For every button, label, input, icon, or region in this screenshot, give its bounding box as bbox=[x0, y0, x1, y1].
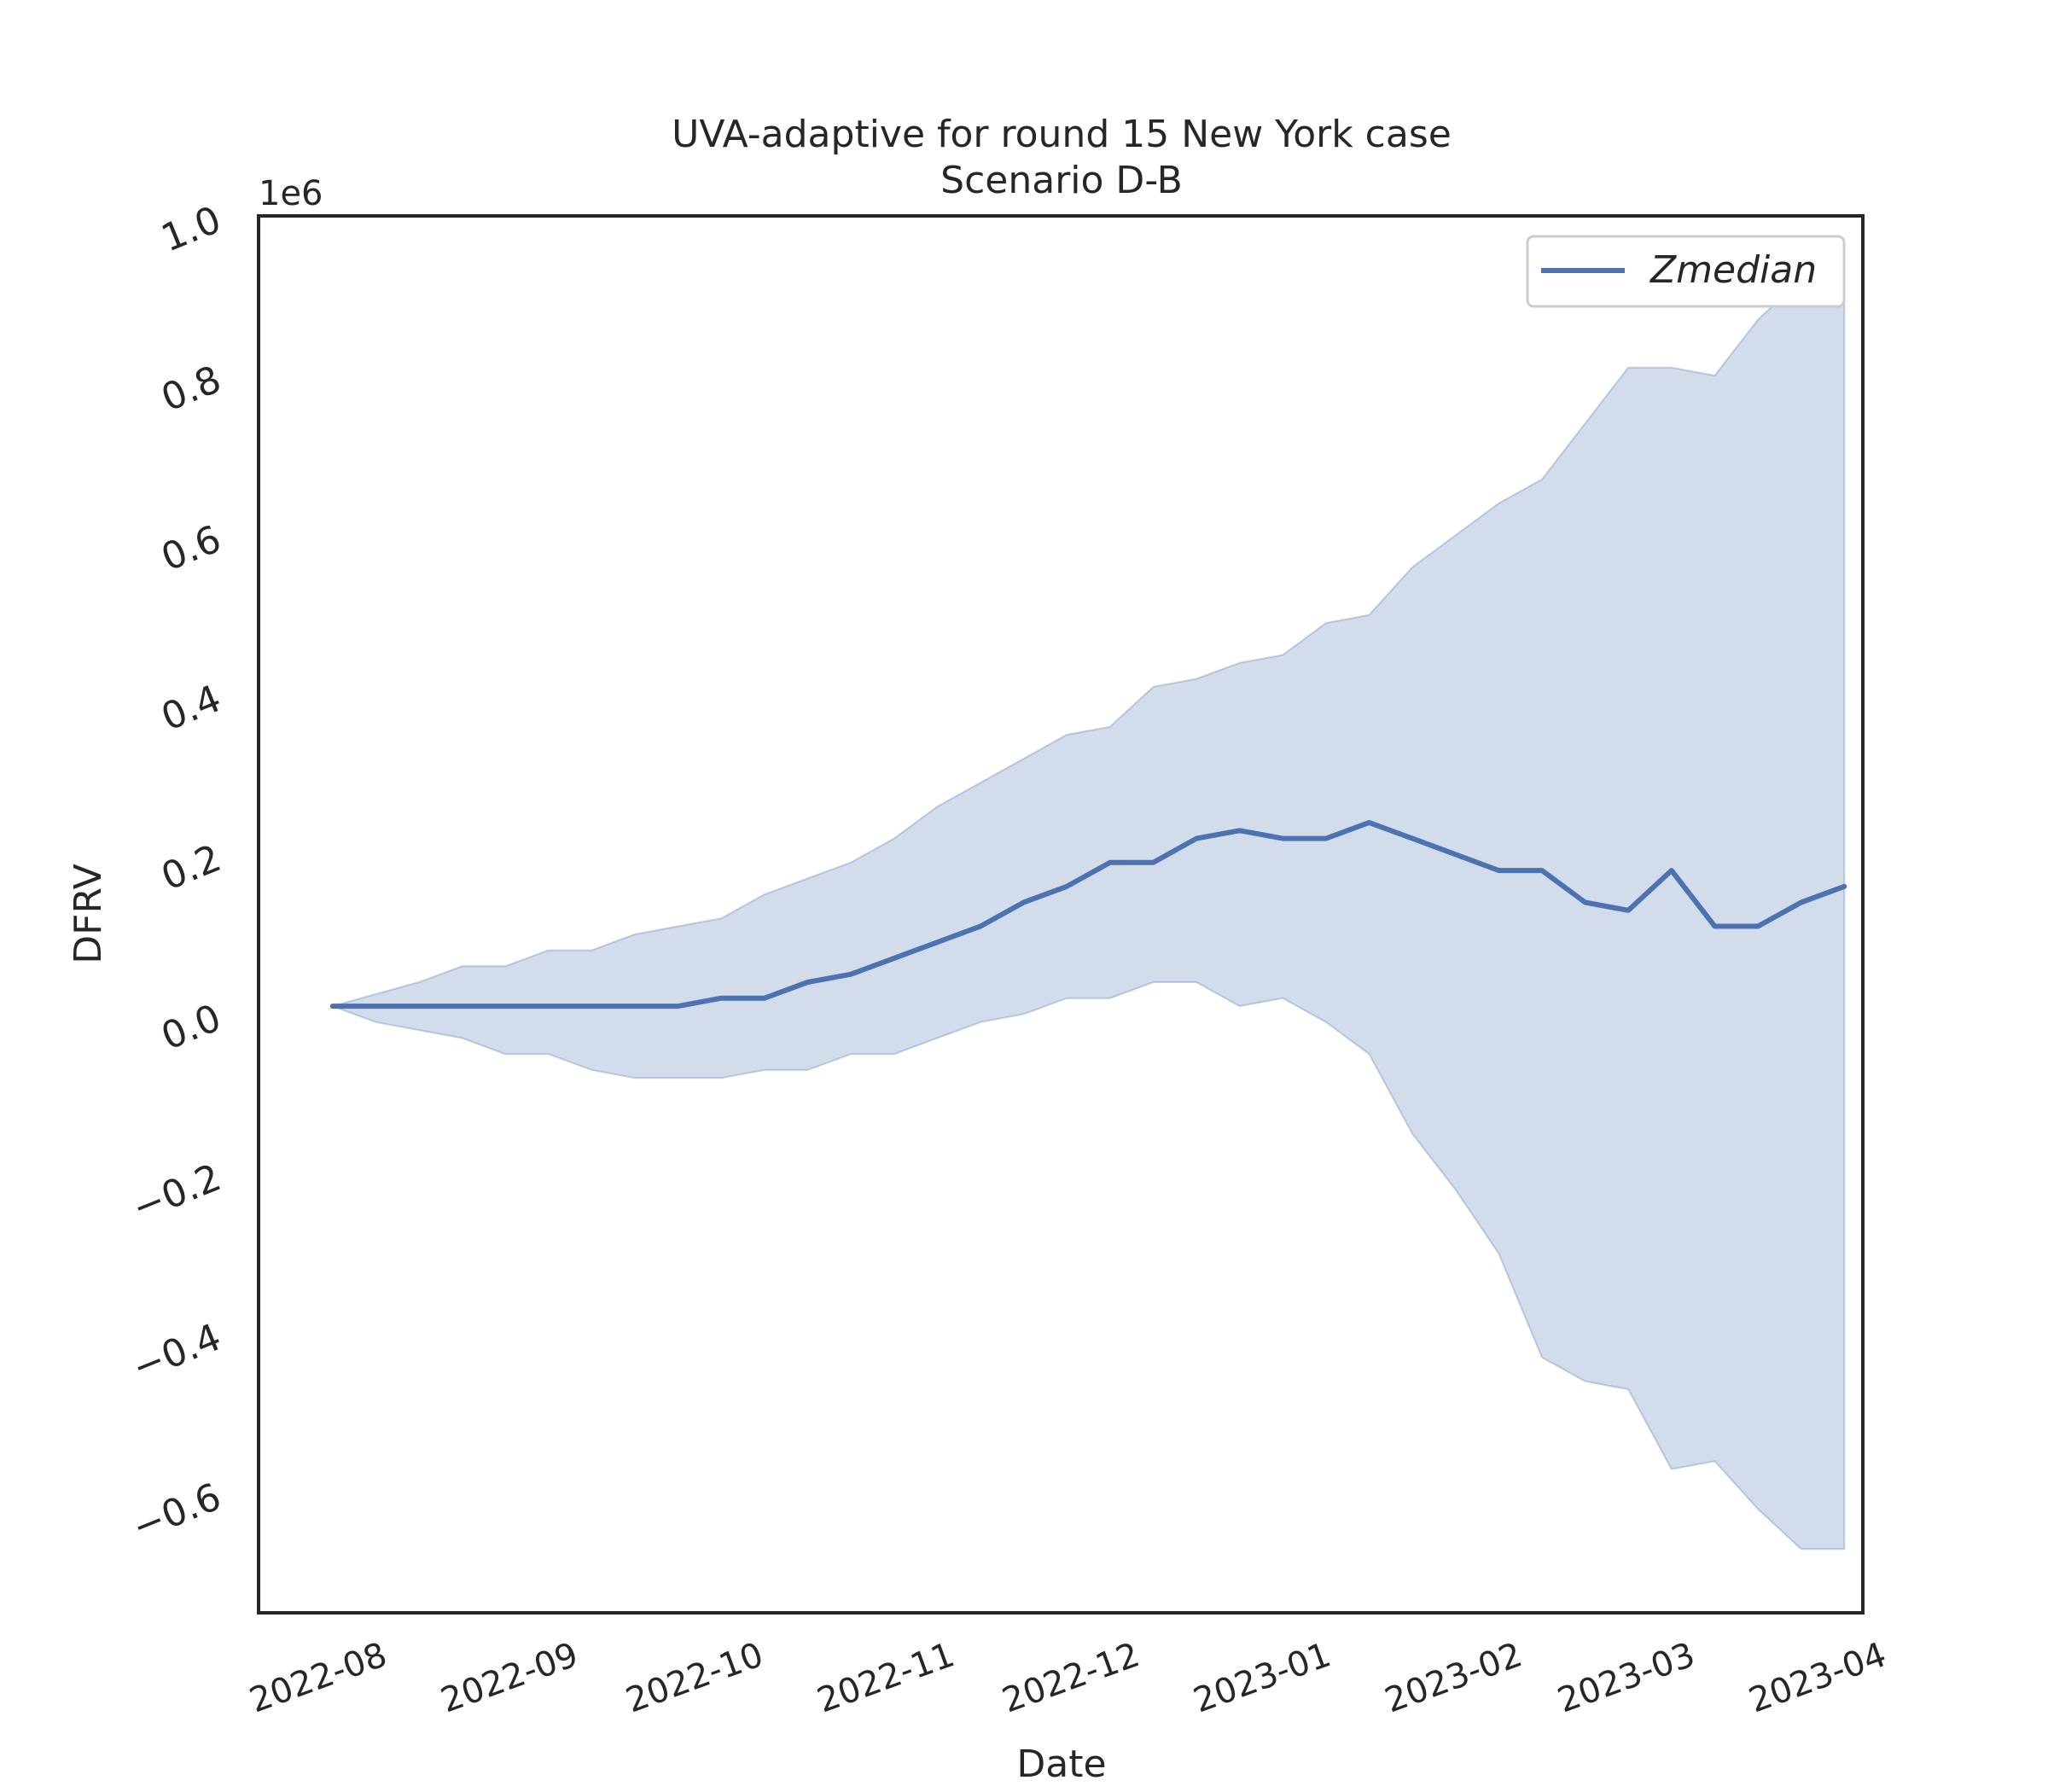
series-line-layer bbox=[329, 819, 1847, 1009]
x-tick-label: 2022-10 bbox=[621, 1635, 769, 1720]
y-tick-label: −0.4 bbox=[126, 1316, 227, 1390]
legend: Zmedian bbox=[1526, 235, 1846, 308]
y-offset-label: 1e6 bbox=[259, 174, 323, 213]
y-tick-label: 0.2 bbox=[155, 836, 227, 899]
x-axis: 2022-08 2022-09 2022-10 2022-11 2022-12 2023-… bbox=[245, 1635, 1892, 1720]
chart-title: UVA-adaptive for round 15 New York case bbox=[672, 113, 1452, 156]
y-tick-label: 0.4 bbox=[155, 677, 227, 740]
confidence-band bbox=[329, 254, 1846, 1551]
y-tick-label: 0.8 bbox=[155, 358, 227, 421]
x-tick-label: 2023-03 bbox=[1552, 1635, 1700, 1720]
x-tick-label: 2022-08 bbox=[245, 1635, 393, 1720]
series-line-zmedian bbox=[329, 819, 1847, 1009]
y-tick-label: 0.6 bbox=[155, 517, 227, 580]
y-tick-label: −0.6 bbox=[126, 1475, 227, 1550]
x-tick-label: 2022-09 bbox=[436, 1635, 584, 1720]
x-tick-label: 2022-11 bbox=[812, 1635, 960, 1720]
y-tick-label: 0.0 bbox=[155, 996, 227, 1059]
y-tick-label: 1.0 bbox=[155, 198, 227, 261]
plot-frame bbox=[257, 214, 1865, 1615]
x-axis-label: Date bbox=[1016, 1743, 1106, 1786]
y-axis: −0.6 −0.4 −0.2 0.0 0.2 0.4 0.6 0.8 1.0 bbox=[126, 198, 227, 1550]
legend-label-zmedian: Zmedian bbox=[1649, 248, 1817, 292]
legend-box bbox=[1526, 235, 1846, 308]
y-tick-label: −0.2 bbox=[126, 1155, 227, 1230]
x-tick-label: 2022-12 bbox=[998, 1635, 1145, 1720]
x-tick-label: 2023-02 bbox=[1380, 1635, 1527, 1720]
x-tick-label: 2023-04 bbox=[1744, 1635, 1892, 1720]
x-tick-label: 2023-01 bbox=[1189, 1635, 1336, 1720]
chart-subtitle: Scenario D-B bbox=[940, 159, 1183, 202]
y-axis-label: DFRV bbox=[67, 864, 110, 963]
confidence-band-layer bbox=[329, 254, 1846, 1551]
